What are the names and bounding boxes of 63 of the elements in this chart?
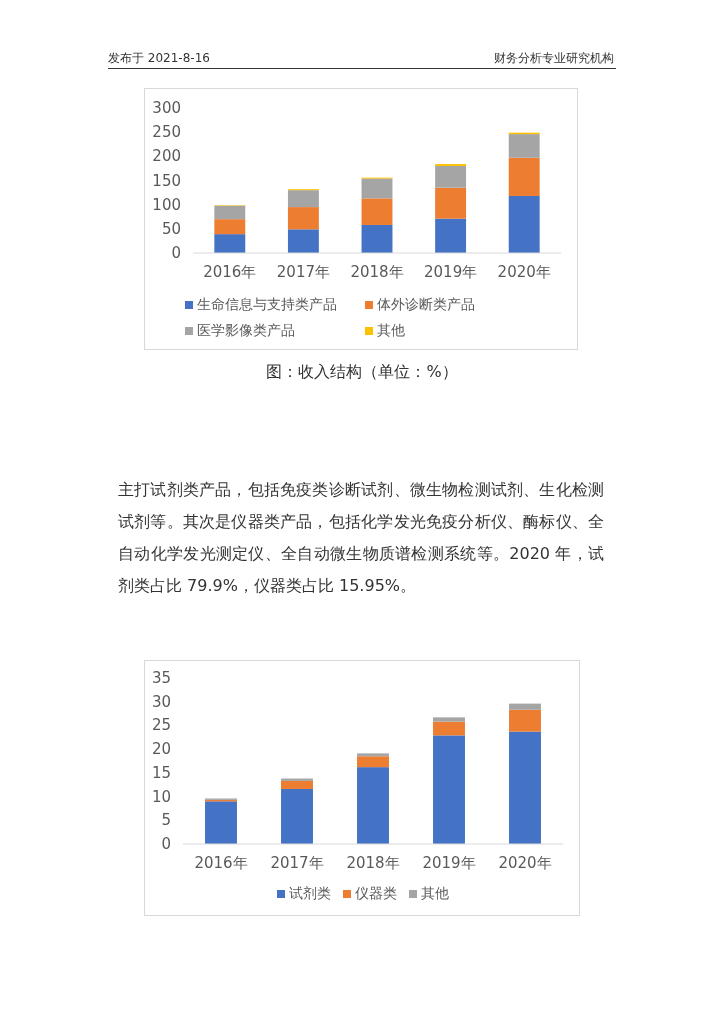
y-tick-label: 10 — [151, 787, 171, 806]
y-tick-label: 15 — [151, 763, 171, 782]
y-tick-label: 5 — [161, 811, 171, 830]
bar — [281, 788, 313, 844]
bar — [508, 195, 540, 253]
bar — [509, 703, 541, 710]
y-tick-label: 250 — [152, 123, 181, 142]
x-tick-label: 2016年 — [203, 263, 257, 281]
y-tick-label: 300 — [152, 99, 181, 117]
bar — [435, 166, 467, 188]
bar — [361, 198, 393, 225]
legend-label: 体外诊断类产品 — [377, 296, 475, 314]
legend-label: 试剂类 — [289, 885, 331, 903]
y-tick-label: 35 — [151, 669, 171, 687]
bar — [214, 205, 246, 220]
bar — [214, 234, 246, 253]
y-tick-label: 25 — [151, 716, 171, 735]
bar — [433, 717, 465, 722]
x-tick-label: 2019年 — [422, 854, 476, 872]
text: 财务分析专业研究机构 — [493, 50, 614, 67]
text: 发布于 2021-8-16 — [108, 50, 211, 67]
text: 主打试剂类产品，包括免疫类诊断试剂、微生物检测试剂、生化检测试剂等。其次是仪器类产品，包括化学发光免疫分析仪、酶标仪、全自动化学发光测定仪、全自动微生物质谱检测系统等。2020 年，试剂类占比 79.9%，仪器类占比 15.95%。 — [118, 479, 604, 597]
y-tick-label: 100 — [152, 195, 181, 214]
y-tick-label: 200 — [152, 147, 181, 166]
bar — [287, 229, 319, 253]
legend-label: 生命信息与支持类产品 — [197, 296, 337, 314]
text: 图：收入结构（单位：%） — [265, 361, 459, 383]
y-tick-label: 20 — [151, 740, 171, 759]
bar — [357, 767, 389, 844]
bar — [435, 187, 467, 219]
bar — [508, 134, 540, 158]
x-tick-label: 2017年 — [270, 854, 324, 872]
bar — [281, 780, 313, 789]
y-tick-label: 0 — [171, 244, 181, 262]
x-tick-label: 2017年 — [276, 263, 330, 281]
x-tick-label: 2016年 — [194, 854, 248, 872]
bar — [508, 157, 540, 196]
bar — [205, 801, 237, 844]
bar — [357, 753, 389, 757]
y-tick-label: 0 — [161, 835, 171, 853]
y-tick-label: 150 — [152, 171, 181, 190]
legend-label: 其他 — [421, 885, 449, 903]
bar — [214, 219, 246, 235]
bar — [435, 218, 467, 253]
bar — [509, 731, 541, 844]
x-tick-label: 2020年 — [498, 854, 552, 872]
legend-label: 仪器类 — [355, 885, 397, 903]
y-tick-label: 30 — [151, 692, 171, 711]
y-tick-label: 50 — [161, 219, 181, 238]
bar — [357, 756, 389, 768]
bar — [433, 735, 465, 844]
bar — [509, 709, 541, 732]
bar — [287, 190, 319, 208]
x-tick-label: 2019年 — [424, 263, 478, 281]
legend-label: 医学影像类产品 — [197, 322, 295, 340]
bar — [361, 224, 393, 253]
x-tick-label: 2018年 — [350, 263, 404, 281]
bar — [433, 721, 465, 736]
x-tick-label: 2020年 — [497, 263, 551, 281]
bar — [361, 178, 393, 199]
x-tick-label: 2018年 — [346, 854, 400, 872]
legend-label: 其他 — [377, 322, 405, 340]
bar — [287, 207, 319, 230]
